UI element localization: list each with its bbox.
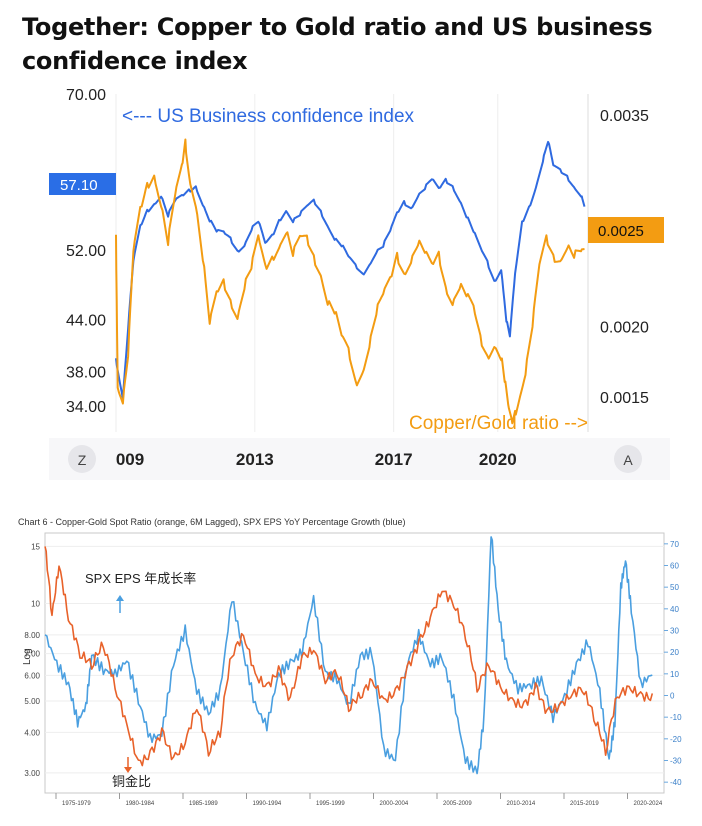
chart2-annotation-blue: SPX EPS 年成长率 (85, 571, 196, 586)
chart1-series-business-confidence (115, 140, 586, 400)
chart1-background (49, 94, 670, 475)
chart1-zoom-button-left-label: Z (78, 452, 87, 468)
chart-1: 34.0038.0044.0052.0060.0070.000.00150.00… (49, 87, 670, 480)
chart2-x-tick-label: 2010-2014 (507, 801, 536, 807)
chart1-x-tick-label: 009 (116, 450, 144, 469)
chart2-right-tick-label: 70 (670, 540, 679, 549)
chart1-badge-right: 0.0025 (588, 217, 664, 243)
chart2-left-tick-label: 15 (31, 542, 40, 551)
chart2-left-tick-label: 10 (31, 599, 40, 608)
chart2-x-tick-label: 1990-1994 (253, 801, 282, 807)
chart2-x-tick-label: 2000-2004 (380, 801, 409, 807)
chart2-right-tick-label: 0 (670, 692, 675, 701)
chart2-right-tick-label: -40 (670, 778, 682, 787)
chart2-x-tick-label: 1975-1979 (62, 801, 91, 807)
chart1-left-tick-label: 44.00 (66, 312, 106, 329)
chart1-badge-left-label: 57.10 (60, 177, 98, 194)
chart2-left-axis-label: Log (22, 648, 33, 665)
chart1-xaxis-band (49, 438, 670, 480)
chart1-series-copper-gold (115, 138, 585, 425)
chart2-x-tick-label: 1985-1989 (189, 801, 218, 807)
chart1-left-tick-label: 38.00 (66, 364, 106, 381)
chart1-right-tick-label: 0.0035 (600, 108, 649, 125)
chart2-right-tick-label: 20 (670, 648, 679, 657)
chart2-right-tick-label: -30 (670, 757, 682, 766)
chart1-zoom-button-left[interactable]: Z (68, 445, 96, 473)
chart1-annotation-blue: <--- US Business confidence index (122, 106, 415, 127)
chart2-left-tick-label: 4.00 (24, 728, 40, 737)
chart2-series-spx-eps (44, 536, 653, 775)
chart2-x-tick-label: 1995-1999 (316, 801, 345, 807)
chart2-left-tick-label: 3.00 (24, 769, 40, 778)
chart1-zoom-button-right[interactable]: A (614, 445, 642, 473)
chart2-x-tick-label: 2015-2019 (570, 801, 599, 807)
chart1-x-tick-label: 2013 (236, 450, 274, 469)
chart1-right-tick-label: 0.0015 (600, 390, 649, 407)
chart-2: Chart 6 - Copper-Gold Spot Ratio (orange… (18, 517, 682, 807)
chart1-x-tick-label: 2017 (375, 450, 413, 469)
chart2-right-tick-label: -20 (670, 735, 682, 744)
chart2-left-tick-label: 6.00 (24, 671, 40, 680)
chart1-x-tick-label: 2020 (479, 450, 517, 469)
chart2-right-tick-label: 30 (670, 627, 679, 636)
chart2-title: Chart 6 - Copper-Gold Spot Ratio (orange… (18, 517, 406, 527)
chart1-badge-left: 57.10 (49, 173, 116, 195)
chart2-plot-frame (44, 532, 665, 794)
chart2-annotation-blue-arrowhead (116, 595, 124, 601)
chart2-right-tick-label: 10 (670, 670, 679, 679)
chart2-series-copper-gold (44, 546, 654, 767)
chart2-right-tick-label: -10 (670, 713, 682, 722)
chart1-annotation-orange: Copper/Gold ratio --> (409, 413, 588, 434)
chart2-left-tick-label: 8.00 (24, 631, 40, 640)
chart2-left-tick-label: 7.00 (24, 650, 40, 659)
chart2-x-tick-label: 1980-1984 (126, 801, 155, 807)
chart1-badge-right-label: 0.0025 (598, 223, 644, 240)
chart2-right-tick-label: 50 (670, 583, 679, 592)
chart2-right-tick-label: 40 (670, 605, 679, 614)
chart2-left-tick-label: 5.00 (24, 697, 40, 706)
chart1-left-tick-label: 34.00 (66, 399, 106, 416)
page-title: Together: Copper to Gold ratio and US bu… (22, 13, 653, 75)
chart1-left-tick-label: 52.00 (66, 243, 106, 260)
chart1-zoom-button-right-label: A (623, 452, 633, 468)
chart1-left-tick-label: 70.00 (66, 87, 106, 104)
chart2-annotation-orange-arrowhead (124, 767, 132, 773)
chart2-x-tick-label: 2020-2024 (634, 801, 663, 807)
chart2-right-tick-label: 60 (670, 562, 679, 571)
chart2-x-tick-label: 2005-2009 (443, 801, 472, 807)
chart1-right-tick-label: 0.0020 (600, 319, 649, 336)
chart2-annotation-orange: 铜金比 (112, 774, 151, 789)
